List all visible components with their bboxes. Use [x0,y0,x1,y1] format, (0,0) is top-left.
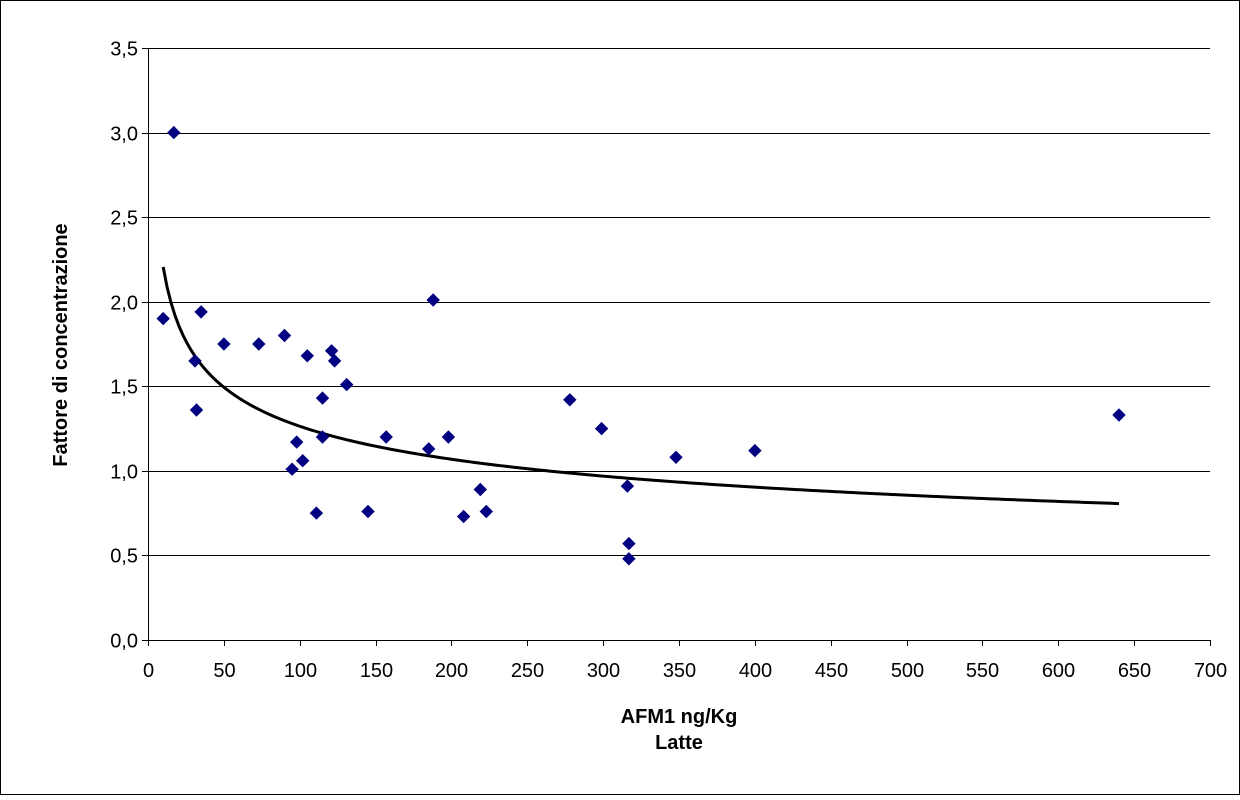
y-tick-label-7: 3,5 [110,39,138,61]
x-tick-label-8: 400 [739,660,772,682]
data-point-0-12 [309,506,324,520]
y-tick-label-6: 3,0 [110,124,138,146]
data-point-0-25 [479,504,494,519]
data-point-0-30 [622,552,636,566]
data-point-0-11 [300,349,315,363]
x-tick-label-13: 650 [1118,660,1151,682]
x-tick-label-10: 500 [891,660,924,682]
data-point-0-20 [421,442,436,456]
data-point-0-9 [289,435,304,449]
x-tick-label-14: 700 [1194,660,1227,682]
y-tick-label-3: 1,5 [110,377,138,399]
tick-labels: 0,0 0,5 1,0 1,5 2,0 2,5 3,0 3,5 0 50 100 150 200 250 3… [110,39,1227,683]
data-point-0-6 [252,337,266,351]
y-tick-label-0: 0,0 [110,631,138,653]
data-point-0-3 [189,403,204,417]
data-point-0-33 [1112,408,1126,422]
x-tick-label-9: 450 [815,660,848,682]
y-tick-label-1: 0,5 [110,546,138,568]
x-tick-label-4: 200 [435,660,468,682]
data-point-0-2 [188,354,202,368]
data-point-0-23 [456,509,471,524]
data-point-0-8 [285,462,299,476]
data-point-0-4 [194,305,208,319]
data-point-0-28 [620,479,635,493]
data-point-0-5 [217,337,231,351]
data-point-0-15 [324,344,339,358]
data-point-0-26 [563,393,577,407]
data-point-0-18 [361,504,375,519]
data-point-0-7 [277,328,292,343]
y-axis-title: Fattore di concentrazione [50,223,72,466]
data-point-0-24 [473,482,488,497]
data-point-0-16 [327,354,342,368]
x-tick-label-1: 50 [213,660,235,682]
x-tick-label-3: 150 [360,660,393,682]
data-point-0-14 [315,391,330,405]
x-tick-label-7: 350 [663,660,696,682]
data-point-0-17 [339,377,354,392]
x-tick-label-11: 550 [966,660,999,682]
x-axis-title-line2: Latte [655,732,703,754]
x-tick-label-6: 300 [587,660,620,682]
data-points [156,125,1126,566]
x-tick-label-5: 250 [511,660,544,682]
x-tick-label-0: 0 [143,660,154,682]
data-point-0-10 [295,453,310,468]
data-point-0-27 [594,421,609,436]
data-point-0-19 [379,430,393,444]
data-point-0-0 [156,311,170,326]
data-point-0-1 [167,125,181,140]
y-tick-label-4: 2,0 [110,293,138,315]
x-axis-title: AFM1 ng/Kg [621,706,738,728]
data-point-0-29 [622,536,636,551]
axes [142,48,1211,646]
y-tick-label-2: 1,0 [110,462,138,484]
data-point-0-31 [669,450,683,465]
data-point-0-13 [315,430,330,444]
x-tick-label-12: 600 [1042,660,1075,682]
grid-lines [148,48,1210,556]
data-point-0-21 [426,293,440,307]
data-point-0-32 [748,443,762,458]
data-point-0-22 [441,430,456,444]
y-tick-label-5: 2,5 [110,208,138,230]
x-tick-label-2: 100 [284,660,317,682]
